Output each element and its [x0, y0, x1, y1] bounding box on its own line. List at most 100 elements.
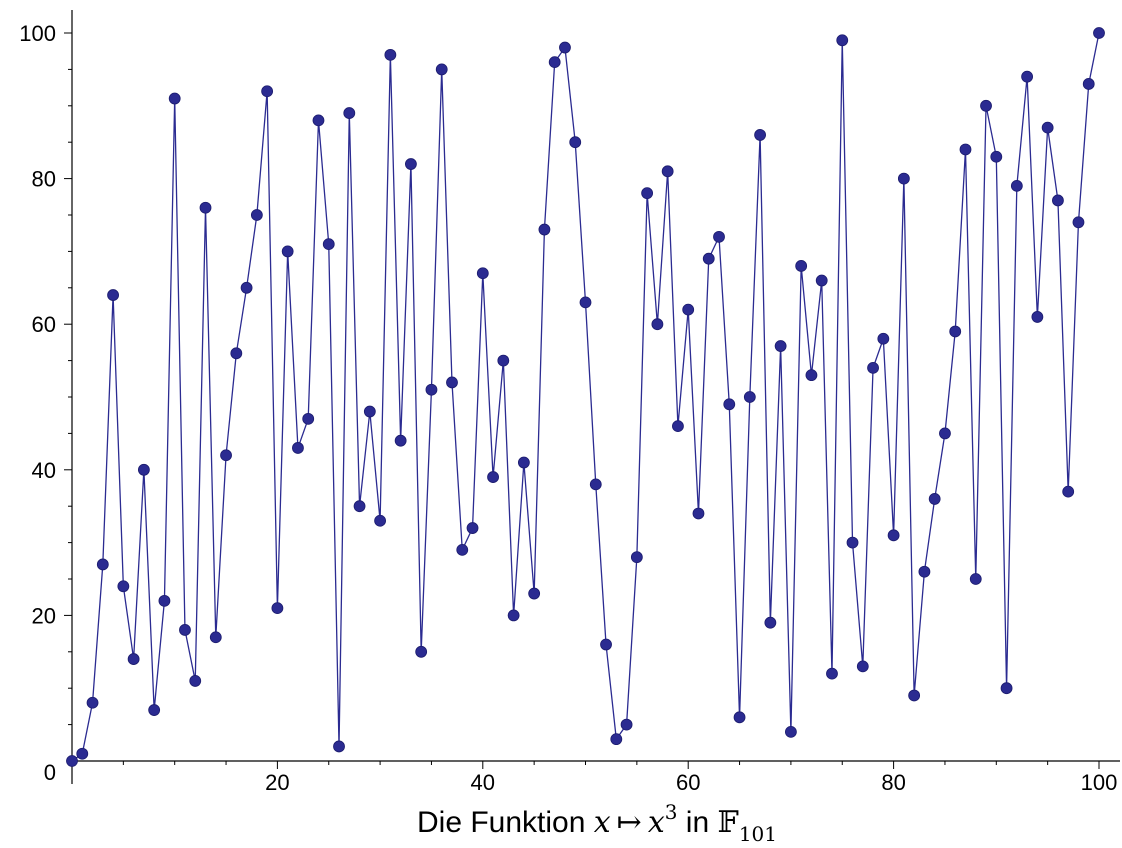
data-point — [969, 573, 982, 585]
data-point — [918, 565, 931, 578]
data-point — [158, 594, 171, 607]
data-point — [76, 747, 89, 760]
data-point — [877, 332, 890, 345]
data-point — [764, 616, 777, 629]
x-tick-label: 60 — [676, 770, 700, 795]
data-point — [630, 551, 643, 564]
data-point — [476, 267, 489, 280]
x-axis-caption: Die Funktion x ↦ x3 in 𝔽101 — [417, 800, 777, 846]
data-point — [610, 733, 623, 746]
data-point — [96, 558, 109, 571]
caption-field-sub: 101 — [739, 822, 777, 846]
data-point — [343, 107, 356, 119]
data-point — [322, 238, 335, 251]
data-point — [795, 260, 808, 272]
data-point — [661, 165, 674, 178]
data-point — [415, 645, 428, 658]
data-point — [271, 602, 284, 615]
data-point — [230, 347, 243, 360]
data-point — [559, 41, 571, 54]
data-point — [641, 187, 654, 200]
y-tick-label: 100 — [19, 21, 56, 46]
data-point — [127, 653, 140, 665]
data-point — [1062, 485, 1075, 498]
data-point — [743, 391, 756, 403]
data-point — [517, 456, 530, 469]
data-point — [959, 143, 972, 156]
data-point — [713, 230, 725, 243]
data-point — [548, 56, 561, 69]
data-point — [651, 318, 664, 331]
data-point — [435, 63, 448, 76]
data-point — [312, 114, 325, 127]
data-point — [1082, 78, 1095, 90]
data-point — [86, 696, 99, 709]
data-point — [528, 587, 541, 600]
data-point — [805, 369, 818, 382]
data-point — [209, 631, 222, 644]
data-point — [600, 638, 612, 651]
data-point — [466, 522, 479, 534]
data-point — [1000, 682, 1013, 695]
data-point — [682, 303, 695, 316]
data-point — [363, 405, 376, 418]
data-point — [117, 580, 130, 593]
data-point — [189, 675, 202, 687]
data-points — [66, 27, 1105, 767]
data-point — [1052, 194, 1064, 207]
data-point — [66, 755, 78, 767]
data-point — [692, 507, 705, 520]
y-tick-label: 60 — [32, 312, 56, 337]
data-point — [425, 383, 438, 396]
data-point — [1031, 311, 1044, 323]
caption-maps-to: ↦ — [617, 805, 642, 840]
data-point — [826, 667, 838, 680]
data-point — [897, 172, 910, 185]
data-point — [589, 478, 602, 491]
x-tick-label: 100 — [1081, 770, 1118, 795]
x-tick-label: 40 — [471, 770, 495, 795]
data-point — [107, 289, 119, 301]
data-point — [569, 136, 582, 149]
data-point — [867, 361, 879, 374]
data-point — [168, 92, 181, 105]
data-point — [456, 543, 469, 556]
data-point — [887, 529, 900, 542]
axes — [71, 10, 1120, 784]
tick-labels: 20 40 60 80 100 20 40 60 80 100 0 — [19, 21, 1117, 795]
data-point — [785, 725, 797, 738]
data-point — [620, 718, 633, 731]
caption-exponent: 3 — [665, 800, 678, 824]
x-tick-label: 20 — [265, 770, 289, 795]
data-point — [1072, 216, 1085, 229]
data-point — [179, 624, 191, 636]
data-point — [815, 274, 828, 287]
data-point — [281, 245, 294, 258]
data-point — [939, 427, 951, 440]
data-point — [836, 34, 849, 47]
data-point — [1093, 27, 1105, 39]
data-point — [723, 398, 736, 411]
caption-x-var: x — [594, 805, 611, 840]
data-point — [487, 471, 499, 483]
data-point — [199, 201, 212, 214]
data-point — [353, 500, 366, 513]
x-tick-label: 80 — [881, 770, 905, 795]
data-point — [148, 704, 161, 716]
data-point — [990, 150, 1003, 163]
y-tick-label: 80 — [32, 167, 56, 192]
data-point — [394, 434, 407, 447]
data-point — [928, 493, 941, 505]
data-point — [137, 463, 150, 476]
data-point — [908, 689, 921, 702]
data-point — [446, 376, 458, 389]
data-point — [1041, 121, 1054, 134]
data-point — [949, 325, 962, 338]
origin-label: 0 — [44, 760, 56, 785]
caption-base: x — [648, 805, 665, 840]
data-point — [374, 514, 387, 527]
data-point — [1010, 179, 1023, 192]
data-point — [333, 740, 345, 753]
tick-marks — [64, 32, 1100, 769]
